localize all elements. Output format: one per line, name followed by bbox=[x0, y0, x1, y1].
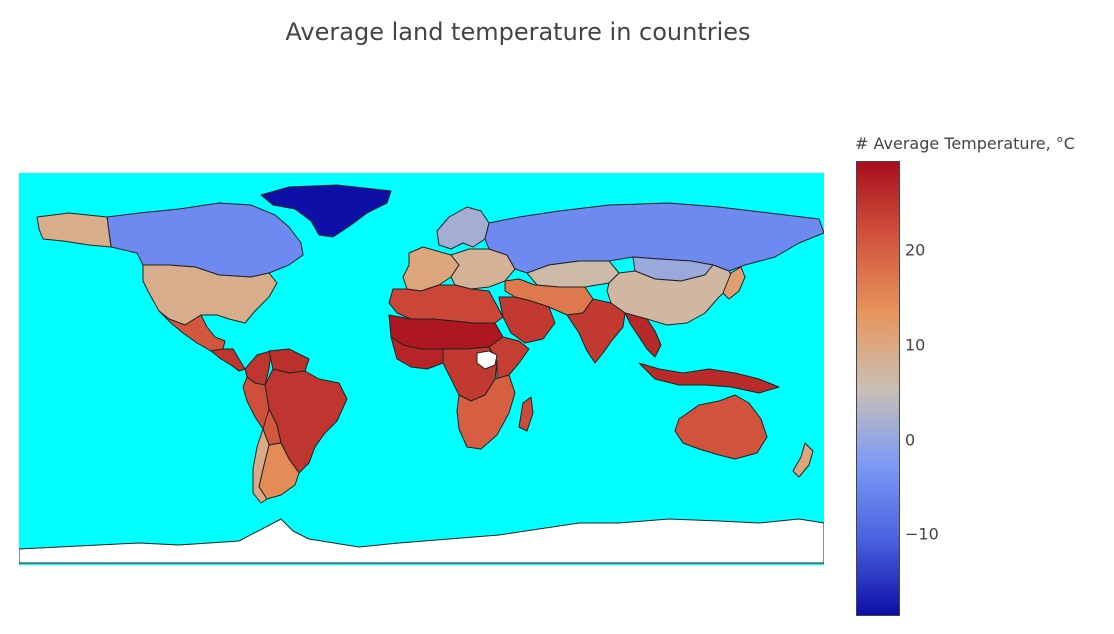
region-antarctica[interactable] bbox=[19, 518, 824, 564]
region-eastern-europe[interactable] bbox=[450, 248, 516, 290]
region-saudi-arabia[interactable] bbox=[498, 296, 556, 344]
region-new-zealand[interactable] bbox=[792, 442, 814, 478]
region-australia[interactable] bbox=[674, 394, 768, 460]
region-southern-africa[interactable] bbox=[456, 374, 516, 450]
region-madagascar[interactable] bbox=[518, 396, 534, 432]
region-north-africa[interactable] bbox=[388, 284, 504, 324]
region-east-africa[interactable] bbox=[488, 336, 530, 380]
region-western-europe[interactable] bbox=[402, 246, 460, 292]
land-layer bbox=[19, 184, 824, 564]
world-map[interactable] bbox=[19, 173, 824, 565]
colorbar-tick-label: 0 bbox=[905, 430, 916, 450]
colorbar-tick-label: 20 bbox=[905, 240, 926, 260]
chart-title: Average land temperature in countries bbox=[285, 18, 751, 46]
region-alaska[interactable] bbox=[36, 212, 112, 248]
colorbar bbox=[856, 161, 900, 616]
region-greenland[interactable] bbox=[260, 184, 392, 238]
region-south-sudan[interactable] bbox=[476, 350, 498, 370]
colorbar-tick-label: 10 bbox=[905, 335, 926, 355]
region-indonesia[interactable] bbox=[638, 362, 780, 394]
region-southeast-asia[interactable] bbox=[624, 312, 662, 358]
region-india[interactable] bbox=[566, 298, 626, 364]
region-japan[interactable] bbox=[722, 266, 746, 300]
colorbar-tick-label: −10 bbox=[905, 524, 939, 544]
region-chile[interactable] bbox=[252, 428, 270, 504]
colorbar-title: # Average Temperature, °C bbox=[855, 134, 1075, 153]
region-mexico[interactable] bbox=[158, 310, 226, 352]
